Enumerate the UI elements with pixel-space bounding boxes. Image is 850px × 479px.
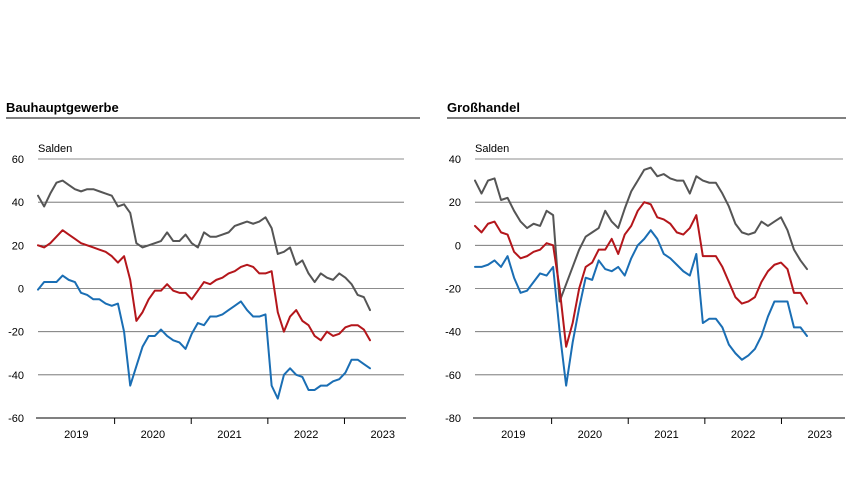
series-line-0 bbox=[474, 166, 808, 303]
series-line-1 bbox=[474, 201, 808, 348]
y-tick-label: 0 bbox=[455, 240, 461, 252]
y-tick-labels: 40 20 0 -20 -40 -60 -80 bbox=[445, 154, 461, 425]
y-tick-label: 20 bbox=[12, 240, 24, 252]
x-tick-label: 2020 bbox=[141, 429, 165, 441]
x-tick-label: 2023 bbox=[371, 429, 395, 441]
y-tick-label: -80 bbox=[445, 413, 461, 425]
series-line-0 bbox=[37, 179, 371, 312]
chart-panel-grosshandel: Großhandel Salden 40 20 0 -20 -40 -60 -80 2019… bbox=[445, 100, 846, 441]
y-tick-label: -40 bbox=[8, 370, 24, 382]
grid-lines bbox=[475, 158, 843, 376]
x-tick-label: 2021 bbox=[654, 429, 678, 441]
y-axis-label: Salden bbox=[38, 143, 72, 155]
y-tick-label: -20 bbox=[8, 327, 24, 339]
x-axis bbox=[36, 417, 406, 424]
y-axis-label: Salden bbox=[475, 143, 509, 155]
x-tick-labels: 2019 2020 2021 2022 2023 bbox=[501, 429, 832, 441]
y-tick-label: -60 bbox=[8, 413, 24, 425]
x-tick-label: 2019 bbox=[64, 429, 88, 441]
series-line-2 bbox=[37, 274, 371, 400]
data-lines bbox=[474, 166, 808, 387]
chart-panel-bauhauptgewerbe: Bauhauptgewerbe Salden 6040200-20-40-60 … bbox=[6, 100, 420, 441]
y-tick-label: -40 bbox=[445, 327, 461, 339]
y-tick-label: 40 bbox=[12, 197, 24, 209]
y-tick-label: 0 bbox=[18, 284, 24, 296]
series-line-2 bbox=[474, 229, 808, 387]
y-tick-label: -60 bbox=[445, 370, 461, 382]
chart-title: Bauhauptgewerbe bbox=[6, 100, 119, 115]
x-axis bbox=[473, 417, 845, 424]
x-tick-label: 2022 bbox=[731, 429, 755, 441]
data-lines bbox=[37, 179, 371, 400]
x-tick-label: 2023 bbox=[808, 429, 832, 441]
y-tick-label: -20 bbox=[445, 284, 461, 296]
chart-title: Großhandel bbox=[447, 100, 520, 115]
y-tick-label: 60 bbox=[12, 154, 24, 166]
x-tick-label: 2022 bbox=[294, 429, 318, 441]
x-tick-label: 2020 bbox=[578, 429, 602, 441]
y-tick-labels: 60 40 20 0 -20 -40 -60 bbox=[8, 154, 24, 425]
x-tick-labels: 2019 2020 2021 2022 2023 bbox=[64, 429, 395, 441]
x-tick-label: 2019 bbox=[501, 429, 525, 441]
y-tick-label: 40 bbox=[449, 154, 461, 166]
series-line-1 bbox=[37, 229, 371, 342]
x-tick-label: 2021 bbox=[217, 429, 241, 441]
y-tick-label: 20 bbox=[449, 197, 461, 209]
